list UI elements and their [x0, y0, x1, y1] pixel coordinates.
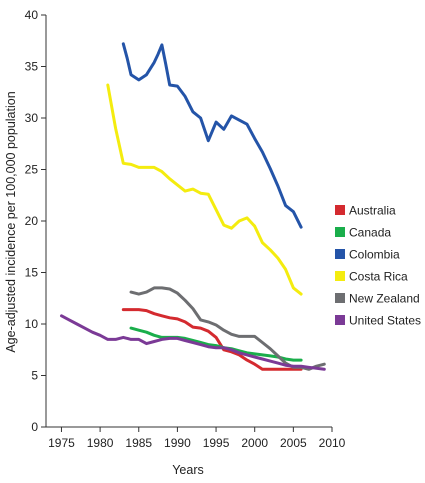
y-tick-label: 20: [25, 214, 39, 228]
series-line-new-zealand: [129, 286, 326, 371]
y-tick-label: 15: [25, 266, 39, 280]
y-axis-title: Age-adjusted incidence per 100,000 popul…: [4, 91, 18, 352]
x-tick-label: 1975: [48, 436, 75, 450]
legend-label-costa-rica: Costa Rica: [349, 270, 408, 284]
legend-swatch-costa-rica: [335, 271, 345, 281]
legend-label-colombia: Colombia: [349, 248, 400, 262]
legend-swatch-australia: [335, 205, 345, 215]
x-tick-label: 1995: [203, 436, 230, 450]
x-tick-label: 2010: [319, 436, 346, 450]
y-tick-label: 5: [31, 369, 38, 383]
series-line-colombia: [121, 42, 303, 229]
legend-label-united-states: United States: [349, 314, 421, 328]
series-line-canada: [129, 326, 303, 362]
legend-swatch-united-states: [335, 315, 345, 325]
y-ticks: 0 5 10 15 20 25 30 35 40: [25, 8, 46, 434]
x-tick-label: 2005: [280, 436, 307, 450]
legend-swatch-colombia: [335, 249, 345, 259]
x-tick-label: 2000: [241, 436, 268, 450]
y-tick-label: 25: [25, 163, 39, 177]
legend-swatch-new-zealand: [335, 293, 345, 303]
series-line-united-states: [60, 314, 326, 371]
x-tick-label: 1985: [125, 436, 152, 450]
legend-swatch-canada: [335, 227, 345, 237]
series-line-australia: [121, 308, 303, 371]
series-lines: [60, 42, 326, 371]
legend: Australia Canada Colombia Costa Rica New Zea…: [335, 204, 421, 328]
y-tick-label: 0: [31, 420, 38, 434]
y-tick-label: 10: [25, 317, 39, 331]
x-tick-label: 1980: [87, 436, 114, 450]
y-tick-label: 40: [25, 8, 39, 22]
legend-label-new-zealand: New Zealand: [349, 292, 420, 306]
x-tick-label: 1990: [164, 436, 191, 450]
y-tick-label: 30: [25, 111, 39, 125]
x-ticks: 1975 1980 1985 1990 1995 2000 2005 2010: [48, 427, 346, 450]
y-tick-label: 35: [25, 60, 39, 74]
series-line-costa-rica: [106, 83, 303, 296]
legend-label-australia: Australia: [349, 204, 396, 218]
x-axis-title: Years: [172, 463, 204, 477]
legend-label-canada: Canada: [349, 226, 391, 240]
